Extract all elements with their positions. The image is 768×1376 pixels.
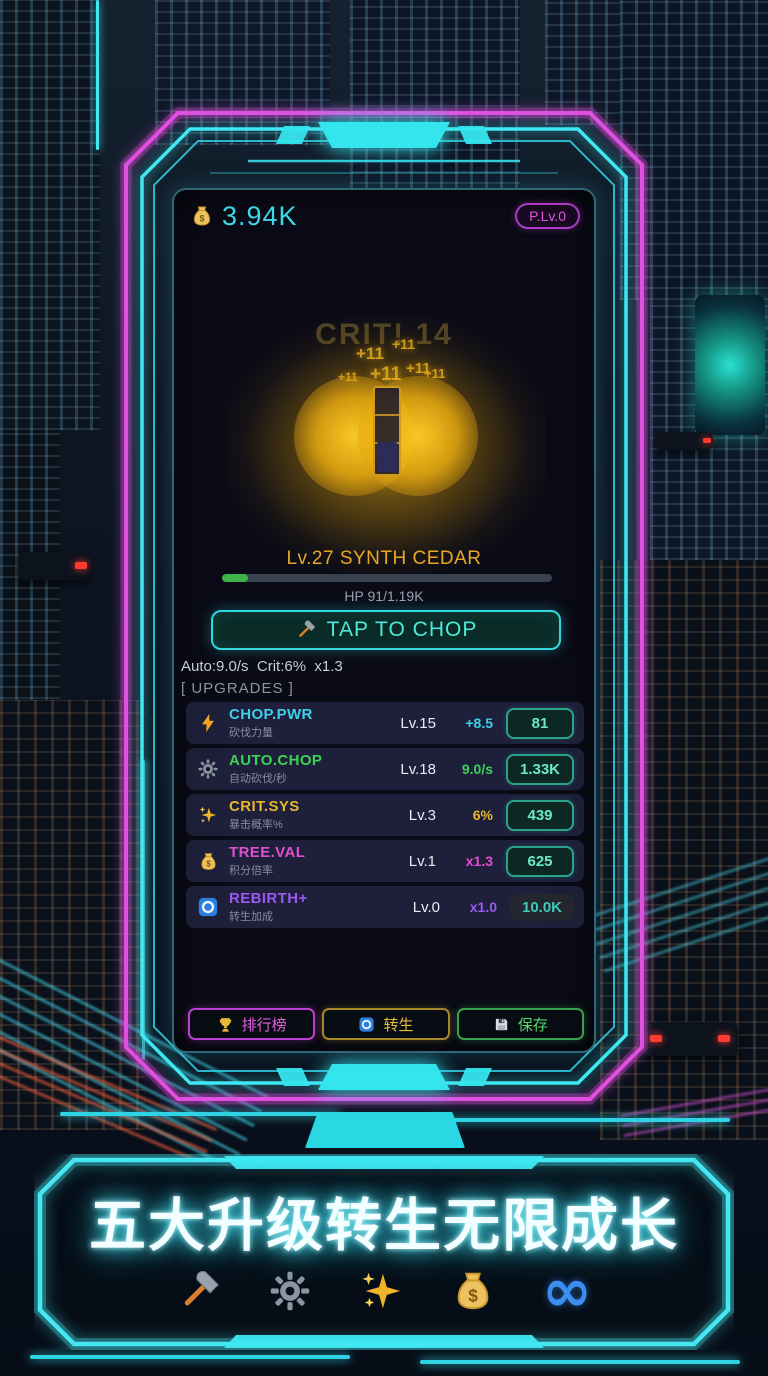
- upgrade-name: CHOP.PWR: [229, 706, 313, 723]
- upgrade-row-chop-pwr: CHOP.PWR 砍伐力量 Lv.15 +8.5 81: [186, 702, 584, 744]
- trophy-icon: [219, 1017, 231, 1032]
- buy-upgrade-button[interactable]: 81: [506, 707, 574, 739]
- banner-frame: [34, 1154, 734, 1350]
- leaderboard-button[interactable]: 排行榜: [188, 1008, 316, 1040]
- hp-fill: [222, 574, 249, 582]
- svg-text:$: $: [199, 214, 204, 224]
- frame-cyan-line-outer: [140, 127, 628, 1085]
- street-line: [420, 1360, 740, 1364]
- buy-upgrade-button[interactable]: 439: [506, 799, 574, 831]
- frame-top-notch: [318, 122, 450, 148]
- axe-icon: [184, 1270, 219, 1306]
- upgrade-value: x1.0: [469, 899, 497, 915]
- building: [155, 0, 330, 145]
- upgrade-level: Lv.0: [412, 898, 440, 916]
- flying-car: [655, 432, 713, 450]
- street-line: [430, 1118, 730, 1122]
- neon-edge: [96, 0, 99, 150]
- upgrades-header: [ UPGRADES ]: [181, 680, 294, 697]
- sparkles-icon: [362, 1272, 401, 1309]
- rebirth-icon: [196, 895, 220, 919]
- upgrade-value: 9.0/s: [461, 761, 493, 777]
- hp-text: HP 91/1.19K: [344, 588, 424, 604]
- upgrade-list: CHOP.PWR 砍伐力量 Lv.15 +8.5 81: [186, 702, 584, 928]
- rebirth-icon: [359, 1016, 375, 1032]
- svg-text:$: $: [468, 1286, 478, 1306]
- billboard-screen: [695, 295, 765, 435]
- flying-car: [642, 1022, 738, 1056]
- banner-title: 五大升级转生无限成长: [89, 1194, 679, 1258]
- upgrade-subtitle: 自动砍伐/秒: [229, 773, 288, 785]
- frame-bottom-notch: [318, 1064, 450, 1090]
- money-bag-icon: $: [457, 1272, 489, 1310]
- upgrade-subtitle: 砍伐力量: [229, 727, 273, 739]
- chop-arena[interactable]: CRIT! 14 +11 +11 +11 +11 +11 +11: [174, 236, 594, 576]
- rebirth-label: 转生: [383, 1016, 414, 1034]
- svg-text:$: $: [206, 859, 211, 868]
- building: [350, 0, 520, 195]
- upgrade-level: Lv.3: [408, 806, 436, 824]
- game-screen: $ 3.94K P.Lv.0 CRIT! 14 +11 +11 +11 +11 …: [172, 188, 596, 1053]
- infinity-icon: ∞: [542, 1256, 592, 1326]
- upgrade-value: +8.5: [465, 715, 493, 731]
- save-button[interactable]: 保存: [456, 1008, 584, 1040]
- upgrade-subtitle: 暴击概率%: [229, 819, 283, 831]
- save-icon: [495, 1018, 507, 1030]
- upgrade-level: Lv.15: [400, 714, 436, 732]
- lightning-icon: [196, 711, 220, 735]
- building: [620, 0, 768, 300]
- prestige-level-badge: P.Lv.0: [515, 203, 580, 229]
- upgrade-name: TREE.VAL: [229, 844, 306, 861]
- frame-notch-mark: [276, 126, 310, 144]
- upgrade-subtitle: 转生加成: [229, 911, 273, 923]
- upgrade-level: Lv.1: [408, 852, 436, 870]
- upgrade-row-tree-val: $ TREE.VAL 积分倍率 Lv.1 x1.3 625: [186, 840, 584, 882]
- upgrade-value: 6%: [472, 807, 493, 823]
- gear-icon: [270, 1271, 310, 1311]
- upgrade-name: CRIT.SYS: [229, 798, 300, 815]
- top-bar: $ 3.94K P.Lv.0: [190, 200, 580, 232]
- frame-notch-mark: [458, 1068, 492, 1086]
- rebirth-button[interactable]: 转生: [322, 1008, 450, 1040]
- upgrade-row-auto-chop: AUTO.CHOP 自动砍伐/秒 Lv.18 9.0/s 1.33K: [186, 748, 584, 790]
- upgrade-value: x1.3: [465, 853, 493, 869]
- axe-icon: [298, 620, 316, 637]
- buy-upgrade-button[interactable]: 10.0K: [510, 893, 574, 921]
- buy-upgrade-button[interactable]: 625: [506, 845, 574, 877]
- building: [0, 0, 100, 430]
- tree-trunk: [373, 386, 401, 476]
- frame-notch-mark: [458, 126, 492, 144]
- street-line: [30, 1355, 350, 1359]
- tree-level-label: Lv.27 SYNTH CEDAR: [286, 548, 482, 569]
- upgrade-row-rebirth: REBIRTH+ 转生加成 Lv.0 x1.0 10.0K: [186, 886, 584, 928]
- banner-icons: $ ∞: [34, 1260, 734, 1322]
- promo-banner: 五大升级转生无限成长: [34, 1154, 734, 1350]
- money-bag-icon: $: [196, 849, 220, 873]
- hp-bar: [222, 574, 552, 582]
- frame-cyan-line-inner: [153, 140, 615, 1072]
- upgrade-subtitle: 积分倍率: [229, 865, 273, 877]
- sparkle-icon: [196, 803, 220, 827]
- upgrade-name: AUTO.CHOP: [229, 752, 323, 769]
- gear-icon: [196, 757, 220, 781]
- upgrade-name: REBIRTH+: [229, 890, 308, 907]
- buy-upgrade-button[interactable]: 1.33K: [506, 753, 574, 785]
- save-label: 保存: [517, 1016, 548, 1034]
- balance-value: 3.94K: [222, 200, 298, 231]
- money-bag-icon: $: [193, 206, 211, 226]
- street-marking: [305, 1112, 465, 1148]
- stats-line: Auto:9.0/s Crit:6% x1.3: [181, 658, 343, 675]
- upgrade-row-crit-sys: CRIT.SYS 暴击概率% Lv.3 6% 439: [186, 794, 584, 836]
- frame-magenta-line: [124, 111, 644, 1101]
- upgrade-level: Lv.18: [400, 760, 436, 778]
- footer-buttons: 排行榜 转生 保存: [188, 1008, 584, 1040]
- flying-car: [18, 552, 90, 580]
- street-line: [60, 1112, 340, 1116]
- frame-notch-mark: [276, 1068, 310, 1086]
- tap-to-chop-label: TAP TO CHOP: [326, 618, 478, 641]
- tap-to-chop-button[interactable]: TAP TO CHOP: [211, 610, 561, 650]
- leaderboard-label: 排行榜: [241, 1016, 287, 1034]
